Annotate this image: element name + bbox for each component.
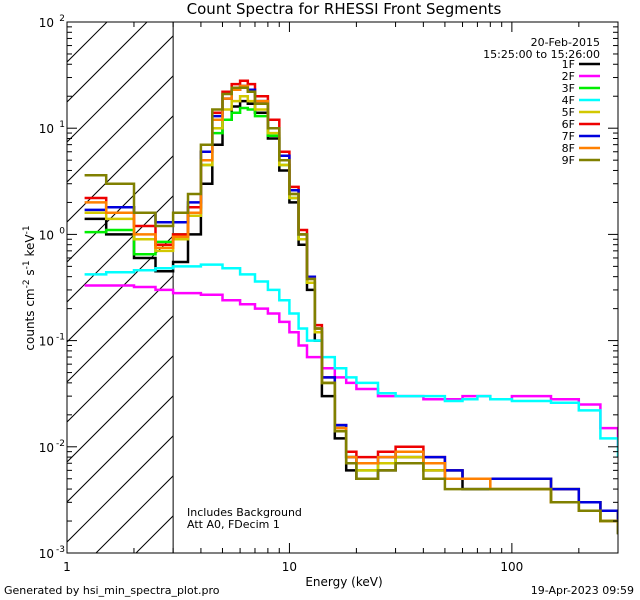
hatch-line: [67, 235, 174, 343]
series-6F: [84, 79, 618, 521]
y-label-part: keV: [23, 234, 37, 261]
y-label-exp: -1: [22, 225, 32, 234]
legend-label-7F: 7F: [562, 130, 575, 143]
y-axis-label: counts cm-2 s-1 keV-1: [22, 225, 37, 350]
legend-label-2F: 2F: [562, 70, 575, 83]
legend-label-1F: 1F: [562, 58, 575, 71]
hatch-line: [67, 395, 174, 503]
series-9F: [84, 86, 618, 535]
y-tick-exponent: -1: [56, 333, 65, 343]
y-label-part: s: [23, 269, 37, 279]
series-7F: [84, 84, 618, 521]
hatch-line: [67, 275, 174, 383]
annotation-attenuator: Att A0, FDecim 1: [187, 518, 280, 531]
legend-label-4F: 4F: [562, 94, 575, 107]
series-3F: [84, 106, 618, 521]
date-label: 20-Feb-2015: [531, 36, 600, 49]
series-8F: [84, 84, 618, 526]
y-tick-label: 10: [39, 335, 54, 349]
y-tick-exponent: 2: [59, 14, 65, 24]
hatch-line: [67, 22, 68, 23]
legend-label-5F: 5F: [562, 106, 575, 119]
y-tick-exponent: -3: [56, 545, 65, 555]
y-tick-label: 10: [39, 16, 54, 30]
plot-frame: [66, 21, 619, 554]
footer-generated-by: Generated by hsi_min_spectra_plot.pro: [4, 584, 220, 597]
y-tick-exponent: 0: [59, 226, 65, 236]
x-tick-label: 100: [500, 560, 523, 574]
hatch-line: [67, 35, 174, 143]
x-tick-label: 1: [63, 560, 71, 574]
hatched-region: [67, 22, 640, 553]
y-label-exp: -1: [22, 260, 32, 269]
y-label-part: counts cm: [23, 288, 37, 350]
y-tick-exponent: 1: [59, 120, 65, 130]
series-5F: [84, 94, 618, 526]
legend-label-6F: 6F: [562, 118, 575, 131]
hatch-line: [216, 22, 640, 553]
hatch-line: [67, 75, 174, 183]
x-axis-label: Energy (keV): [305, 575, 382, 589]
legend-label-3F: 3F: [562, 82, 575, 95]
annotation-background: Includes Background: [187, 506, 302, 519]
hatch-line: [67, 22, 108, 63]
footer-timestamp: 19-Apr-2023 09:59: [531, 584, 634, 597]
y-tick-label: 10: [39, 441, 54, 455]
y-tick-label: 10: [39, 547, 54, 561]
legend-label-8F: 8F: [562, 142, 575, 155]
chart-title: Count Spectra for RHESSI Front Segments: [187, 0, 502, 18]
legend-label-9F: 9F: [562, 154, 575, 167]
y-label-exp: -2: [22, 279, 32, 288]
x-axis: 1 10 100: [63, 22, 619, 574]
time-range-label: 15:25:00 to 15:26:00: [483, 48, 600, 61]
hatch-line: [67, 435, 174, 543]
y-tick-label: 10: [39, 228, 54, 242]
series-4F: [84, 263, 618, 458]
y-tick-exponent: -2: [56, 439, 65, 449]
series-2F: [84, 284, 618, 447]
series-group: [84, 79, 618, 535]
hatch-line: [67, 195, 174, 303]
x-tick-label: 10: [282, 560, 297, 574]
y-tick-label: 10: [39, 122, 54, 136]
hatch-line: [95, 475, 174, 553]
series-1F: [84, 99, 618, 535]
